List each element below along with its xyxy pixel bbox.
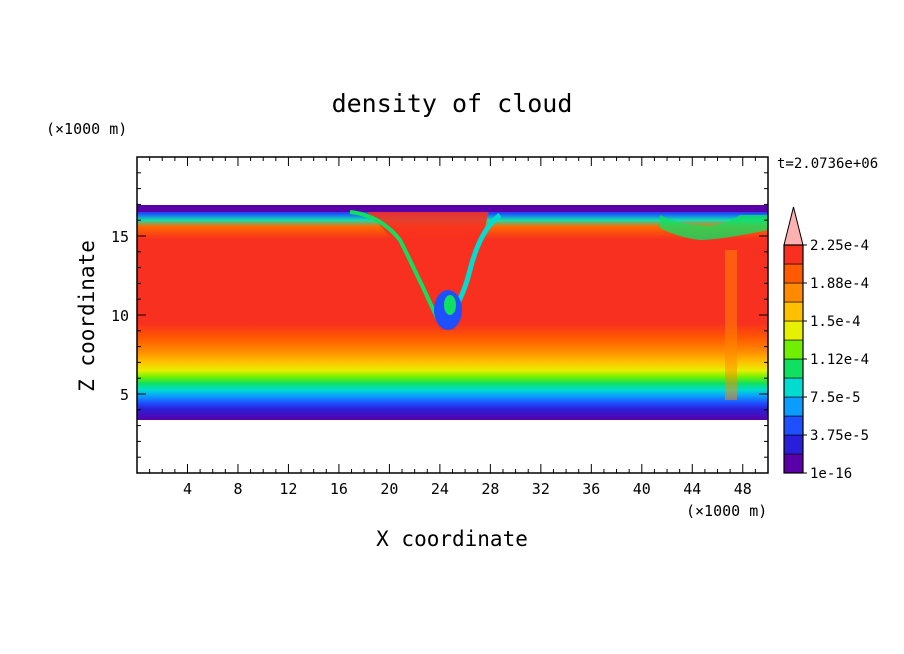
y-tick-label: 10 (111, 307, 129, 325)
x-axis-label: X coordinate (376, 527, 528, 551)
x-tick-label: 48 (734, 480, 752, 498)
cloud-right-streak (725, 250, 737, 400)
cloud-vortex-core (444, 295, 456, 315)
cloud-top-edge (137, 205, 768, 212)
colorbar: 1e-16 3.75e-5 7.5e-5 1.12e-4 1.5e-4 1.88e-4 2.… (783, 206, 869, 482)
cloud-density-field (137, 205, 768, 420)
colorbar-band (783, 415, 804, 436)
colorbar-label: 2.25e-4 (810, 238, 869, 254)
colorbar-extend-max (783, 206, 804, 246)
colorbar-band (783, 263, 804, 284)
colorbar-band (783, 396, 804, 417)
colorbar-band (783, 434, 804, 455)
colorbar-band (783, 339, 804, 360)
x-tick-label: 8 (233, 480, 242, 498)
colorbar-band (783, 320, 804, 341)
x-tick-label: 36 (582, 480, 600, 498)
colorbar-band (783, 282, 804, 303)
x-tick-label: 12 (279, 480, 297, 498)
colorbar-label: 7.5e-5 (810, 390, 861, 406)
x-tick-label: 24 (431, 480, 449, 498)
y-unit-label: (×1000 m) (46, 120, 127, 138)
x-unit-label: (×1000 m) (686, 502, 767, 520)
x-ticks: 4 8 12 16 20 24 28 32 36 40 44 48 (149, 157, 756, 498)
time-label: t=2.0736e+06 (777, 156, 878, 172)
colorbar-label: 1e-16 (810, 466, 852, 482)
colorbar-label: 1.5e-4 (810, 314, 861, 330)
x-tick-label: 44 (683, 480, 701, 498)
y-axis-label: Z coordinate (75, 240, 99, 392)
colorbar-band (783, 244, 804, 265)
y-tick-label: 5 (120, 386, 129, 404)
x-tick-label: 32 (532, 480, 550, 498)
chart-title: density of cloud (332, 89, 573, 118)
colorbar-label: 3.75e-5 (810, 428, 869, 444)
x-tick-label: 4 (183, 480, 192, 498)
x-tick-label: 20 (380, 480, 398, 498)
cloud-top-right-feature (660, 215, 768, 240)
colorbar-band (783, 377, 804, 398)
colorbar-label: 1.88e-4 (810, 276, 869, 292)
y-ticks: 5 10 15 (111, 172, 768, 458)
colorbar-band (783, 453, 804, 474)
x-tick-label: 28 (481, 480, 499, 498)
colorbar-label: 1.12e-4 (810, 352, 869, 368)
x-tick-label: 40 (633, 480, 651, 498)
y-tick-label: 15 (111, 228, 129, 246)
colorbar-band (783, 358, 804, 379)
colorbar-band (783, 301, 804, 322)
cloud-gap-left (349, 210, 440, 321)
x-tick-label: 16 (330, 480, 348, 498)
